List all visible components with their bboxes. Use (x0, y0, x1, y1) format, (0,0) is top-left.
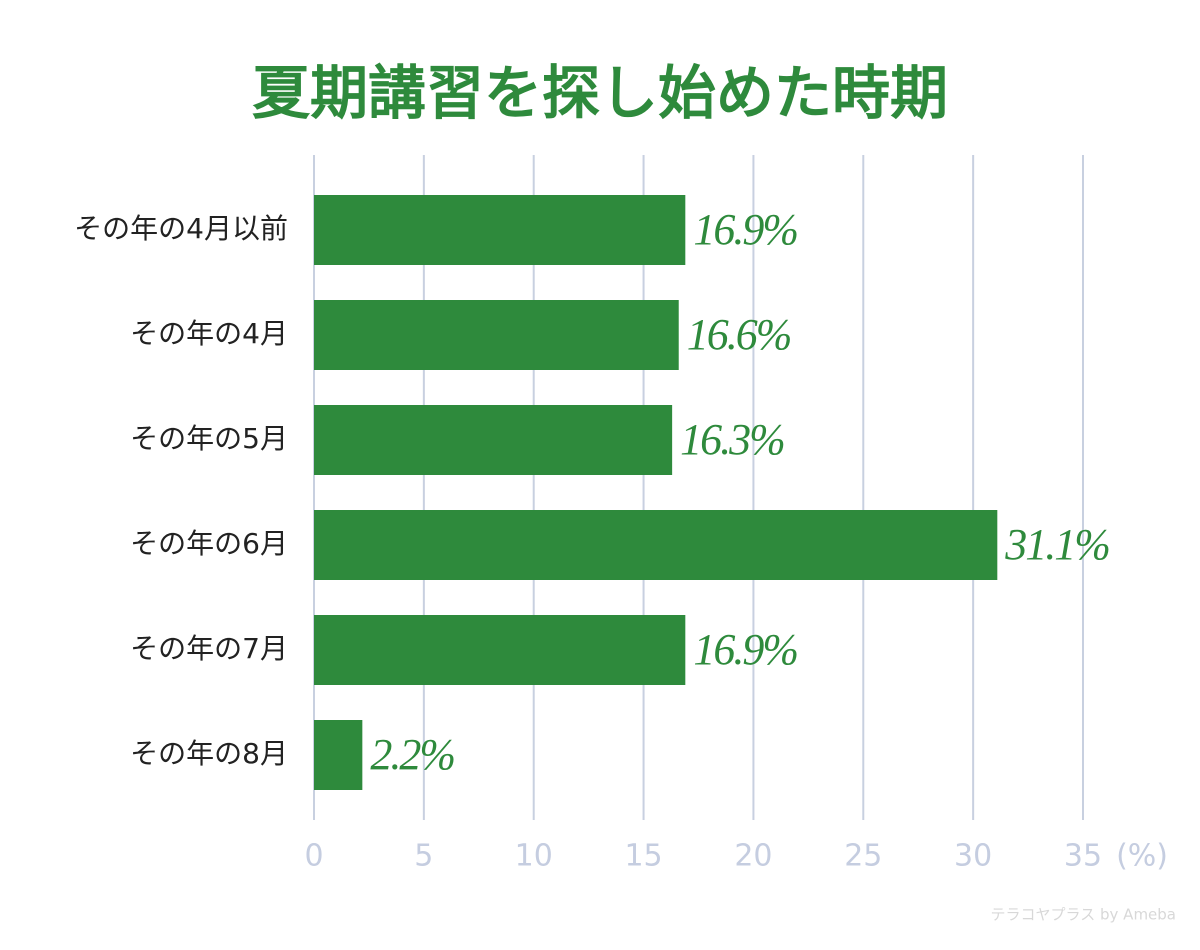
x-tick-label: 25 (844, 839, 882, 874)
x-axis-label: (%) (1116, 839, 1168, 874)
chart-title: 夏期講習を探し始めた時期 (252, 59, 948, 127)
bar (314, 510, 998, 580)
x-tick-label: 5 (414, 839, 433, 874)
value-label: 16.6% (687, 310, 791, 359)
x-tick-label: 20 (734, 839, 772, 874)
watermark: テラコヤプラス by Ameba (991, 906, 1176, 924)
y-tick-label: その年の7月 (130, 632, 288, 665)
x-tick-label: 0 (304, 839, 323, 874)
bar (314, 195, 686, 265)
x-tick-label: 35 (1064, 839, 1102, 874)
y-tick-label: その年の6月 (130, 527, 288, 560)
x-tick-label: 15 (624, 839, 662, 874)
y-tick-label: その年の8月 (130, 737, 288, 770)
x-tick-label: 30 (954, 839, 992, 874)
value-label: 2.2% (370, 730, 454, 779)
value-label: 16.9% (693, 205, 797, 254)
value-label: 16.3% (680, 415, 784, 464)
bar (314, 720, 363, 790)
y-tick-label: その年の5月 (130, 422, 288, 455)
value-label: 16.9% (693, 625, 797, 674)
bar (314, 405, 673, 475)
bar (314, 615, 686, 685)
y-tick-label: その年の4月以前 (74, 212, 288, 245)
x-tick-label: 10 (515, 839, 553, 874)
value-label: 31.1% (1004, 520, 1109, 569)
y-tick-label: その年の4月 (130, 317, 288, 350)
bar (314, 300, 679, 370)
